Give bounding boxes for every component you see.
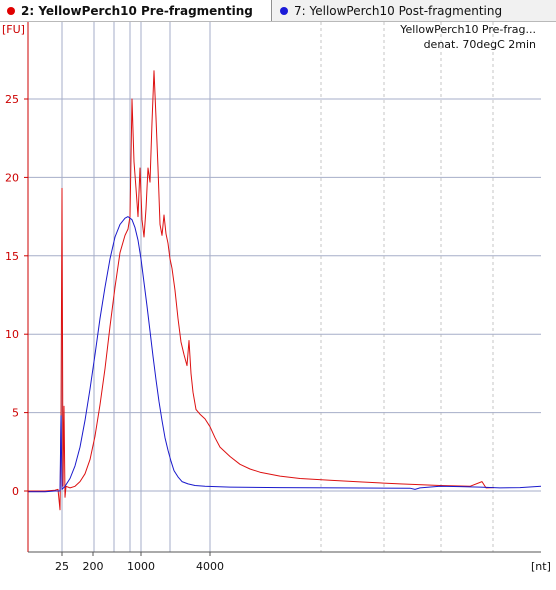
axes bbox=[24, 22, 541, 553]
y-tick-label: 20 bbox=[5, 171, 19, 184]
series-line-pre-fragmenting bbox=[28, 70, 495, 511]
horizontal-gridlines bbox=[28, 98, 541, 492]
legend-box-line2: denat. 70degC 2min bbox=[424, 38, 536, 51]
x-tick-label: 25 bbox=[55, 560, 69, 573]
y-axis-unit-label: [FU] bbox=[2, 23, 25, 36]
tab-label: 7: YellowPerch10 Post-fragmenting bbox=[294, 3, 503, 18]
electropherogram-plot: 0 5 10 15 20 25 25 200 1000 4000 [FU] [nt] Yellow… bbox=[0, 22, 556, 586]
y-tick-label: 10 bbox=[5, 328, 19, 341]
sample-tab-bar: 2: YellowPerch10 Pre-fragmenting 7: Yell… bbox=[0, 0, 556, 22]
y-tick-label: 15 bbox=[5, 250, 19, 263]
series-line-post-fragmenting bbox=[28, 216, 542, 493]
tab-sample-7[interactable]: 7: YellowPerch10 Post-fragmenting bbox=[273, 0, 556, 21]
tick-labels: 0 5 10 15 20 25 25 200 1000 4000 bbox=[5, 93, 224, 573]
red-dot-icon bbox=[7, 6, 15, 15]
x-tick-label: 4000 bbox=[196, 560, 224, 573]
tab-sample-2[interactable]: 2: YellowPerch10 Pre-fragmenting bbox=[0, 0, 272, 21]
x-tick-label: 200 bbox=[83, 560, 104, 573]
y-tick-label: 25 bbox=[5, 93, 19, 106]
x-tick-label: 1000 bbox=[127, 560, 155, 573]
electropherogram-chart: 0 5 10 15 20 25 25 200 1000 4000 [FU] [nt] Yellow… bbox=[0, 22, 556, 586]
tab-label: 2: YellowPerch10 Pre-fragmenting bbox=[21, 3, 253, 18]
series-lines bbox=[28, 70, 542, 511]
blue-dot-icon bbox=[280, 6, 288, 15]
y-tick-label: 0 bbox=[12, 485, 19, 498]
y-tick-label: 5 bbox=[12, 407, 19, 420]
x-axis-unit-label: [nt] bbox=[531, 560, 551, 573]
vertical-gridlines bbox=[61, 22, 494, 552]
chart-background bbox=[0, 22, 556, 586]
legend-box-line1: YellowPerch10 Pre-frag... bbox=[399, 23, 536, 36]
